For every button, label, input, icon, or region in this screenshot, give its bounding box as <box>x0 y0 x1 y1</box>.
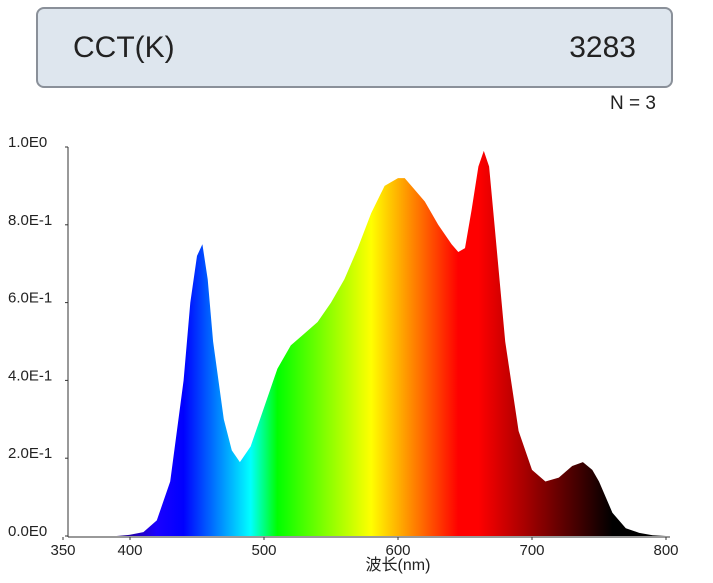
x-tick-label: 350 <box>50 542 75 559</box>
x-tick-label: 600 <box>385 542 410 559</box>
annotation: N = 3 <box>610 93 656 114</box>
y-tick-label: 0.0E0 <box>8 523 47 540</box>
spectrum-area <box>103 150 666 536</box>
x-tick-label: 500 <box>251 542 276 559</box>
x-tick-label: 700 <box>519 542 544 559</box>
y-tick-label: 4.0E-1 <box>8 367 52 384</box>
y-tick-label: 2.0E-1 <box>8 445 52 462</box>
y-tick-label: 8.0E-1 <box>8 212 52 229</box>
y-tick-label: 6.0E-1 <box>8 290 52 307</box>
header-label: CCT(K) <box>73 31 175 64</box>
header-value: 3283 <box>569 31 636 64</box>
x-tick-label: 400 <box>117 542 142 559</box>
y-tick-label: 1.0E0 <box>8 134 47 151</box>
x-axis-label: 波长(nm) <box>366 556 431 574</box>
x-tick-label: 800 <box>653 542 678 559</box>
header-box <box>36 7 673 88</box>
